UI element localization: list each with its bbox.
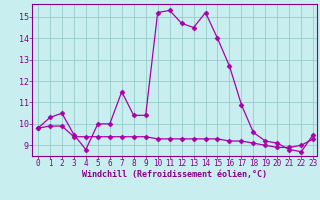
X-axis label: Windchill (Refroidissement éolien,°C): Windchill (Refroidissement éolien,°C) xyxy=(82,170,267,179)
